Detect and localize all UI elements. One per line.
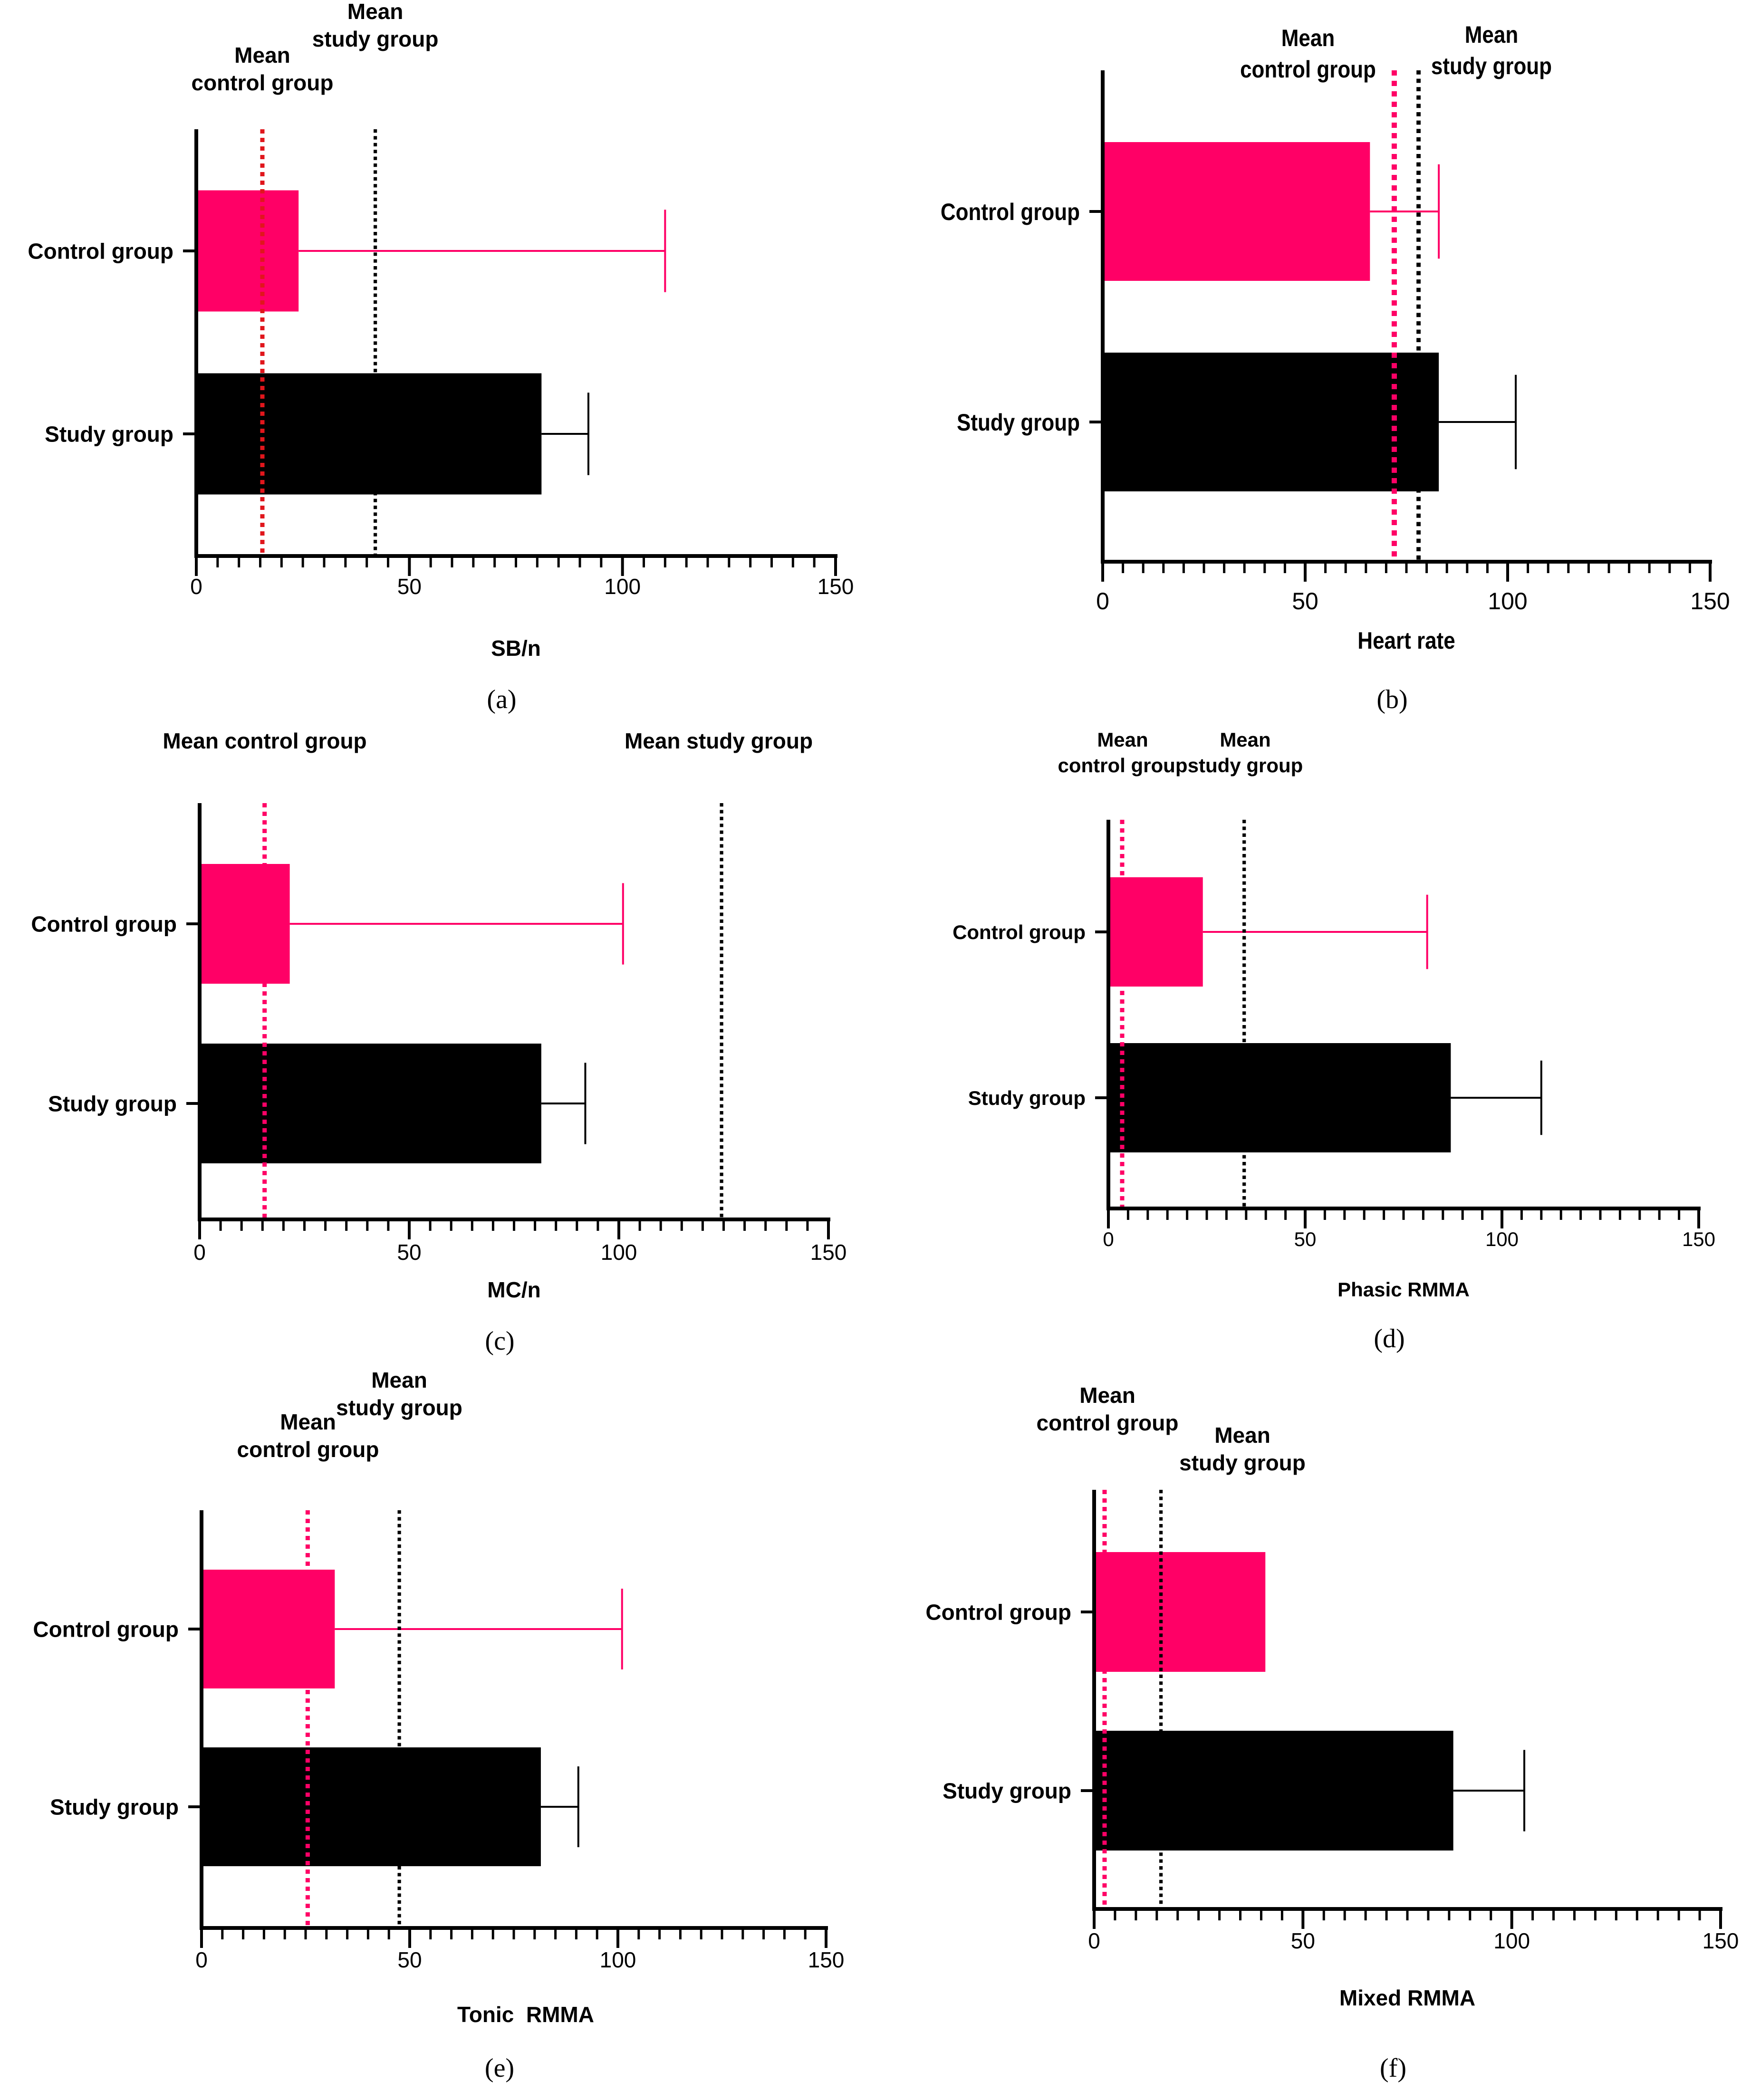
panel-caption: (b): [1376, 685, 1407, 714]
bar-control: [1094, 1552, 1266, 1672]
x-tick-label: 0: [1096, 588, 1109, 614]
bar-control: [1103, 142, 1370, 281]
x-tick-label: 50: [397, 1240, 421, 1265]
mean-study-label: study group: [1431, 52, 1552, 79]
mean-study-label: Mean: [1220, 729, 1270, 751]
category-label: Study group: [45, 422, 173, 447]
x-tick-label: 100: [1485, 1228, 1519, 1250]
mean-study-label: study group: [1188, 754, 1303, 777]
panel-caption: (a): [487, 685, 516, 714]
x-tick-label: 100: [604, 574, 641, 599]
x-tick-label: 150: [1690, 588, 1730, 614]
bar-study: [202, 1747, 541, 1866]
mean-study-label: study group: [336, 1395, 462, 1420]
x-tick-label: 100: [1488, 588, 1527, 614]
mean-control-label: control group: [1240, 56, 1376, 82]
chart-panel-a: Control group Study group 0 50 100 150 SB/n Mea…: [28, 0, 854, 714]
mean-study-label: Mean: [347, 0, 404, 24]
chart-panel-e: Control group Study group 0 50 100 150 Tonic R…: [33, 1368, 844, 2083]
bar-study: [200, 1044, 541, 1163]
category-label: Control group: [941, 198, 1080, 225]
category-label: Control group: [33, 1617, 179, 1642]
panel-caption: (d): [1374, 1324, 1405, 1353]
x-tick-label: 150: [810, 1240, 847, 1265]
category-label: Control group: [31, 912, 177, 937]
x-axis-label: SB/n: [491, 636, 541, 661]
mean-study-label: study group: [312, 27, 439, 51]
x-tick-label: 100: [601, 1240, 637, 1265]
x-tick-label: 0: [193, 1240, 206, 1265]
category-label: Study group: [957, 409, 1080, 435]
mean-study-label: study group: [1179, 1450, 1306, 1475]
bar-control: [196, 190, 299, 312]
x-axis-label: MC/n: [487, 1277, 540, 1302]
x-tick-label: 150: [1682, 1228, 1715, 1250]
bar-control: [200, 864, 290, 984]
mean-control-label: control group: [1037, 1410, 1179, 1435]
bar-control: [202, 1570, 335, 1688]
x-tick-label: 150: [808, 1947, 845, 1972]
x-tick-label: 50: [1294, 1228, 1317, 1250]
mean-control-label: control group: [237, 1437, 379, 1462]
chart-panel-b: Control group Study group 0 50 100 150 Heart r…: [941, 21, 1730, 714]
panel-caption: (e): [485, 2053, 514, 2083]
x-axis-label: Phasic RMMA: [1337, 1278, 1470, 1301]
category-label: Study group: [48, 1092, 177, 1116]
x-tick-label: 150: [1703, 1928, 1739, 1953]
panel-caption: (c): [485, 1326, 514, 1356]
chart-panel-d: Control group Study group 0 50 100 150 Phasic …: [952, 729, 1715, 1353]
x-tick-label: 50: [397, 574, 422, 599]
x-axis-label: Mixed RMMA: [1339, 1985, 1475, 2010]
x-tick-label: 0: [1088, 1928, 1100, 1953]
chart-panel-f: Control group Study group 0 50 100 150 Mixed R…: [925, 1383, 1739, 2083]
x-tick-label: 0: [1103, 1228, 1114, 1250]
mean-control-label: control group: [191, 70, 333, 95]
panel-caption: (f): [1380, 2053, 1406, 2083]
mean-control-label: Mean: [1281, 24, 1335, 51]
x-tick-label: 0: [190, 574, 202, 599]
x-tick-label: 50: [397, 1947, 422, 1972]
x-tick-label: 100: [1493, 1928, 1530, 1953]
category-label: Study group: [50, 1795, 179, 1820]
bar-study: [196, 373, 542, 495]
x-axis-label: Heart rate: [1357, 627, 1455, 653]
x-tick-label: 100: [600, 1947, 636, 1972]
mean-control-label: Mean: [1097, 729, 1148, 751]
category-label: Control group: [925, 1600, 1071, 1625]
x-tick-label: 0: [195, 1947, 208, 1972]
category-label: Control group: [28, 239, 173, 264]
category-label: Control group: [952, 921, 1086, 943]
mean-study-label: Mean study group: [625, 729, 813, 753]
mean-study-label: Mean: [371, 1368, 427, 1392]
mean-control-label: Mean: [280, 1410, 336, 1434]
mean-control-label: Mean: [1079, 1383, 1135, 1408]
bar-study: [1108, 1043, 1451, 1152]
mean-control-label: control group: [1058, 754, 1188, 777]
bar-study: [1094, 1731, 1453, 1851]
x-tick-label: 50: [1291, 1928, 1315, 1953]
mean-control-label: Mean control group: [163, 729, 366, 753]
bar-study: [1103, 353, 1439, 491]
x-tick-label: 50: [1292, 588, 1318, 614]
x-axis-label: Tonic RMMA: [457, 2002, 594, 2027]
chart-panel-c: Control group Study group 0 50 100 150 MC/n Mea…: [31, 729, 847, 1356]
mean-control-label: Mean: [234, 43, 290, 67]
mean-study-label: Mean: [1214, 1423, 1270, 1448]
category-label: Study group: [968, 1087, 1086, 1109]
mean-study-label: Mean: [1465, 21, 1518, 48]
x-tick-label: 150: [818, 574, 854, 599]
category-label: Study group: [943, 1779, 1071, 1803]
